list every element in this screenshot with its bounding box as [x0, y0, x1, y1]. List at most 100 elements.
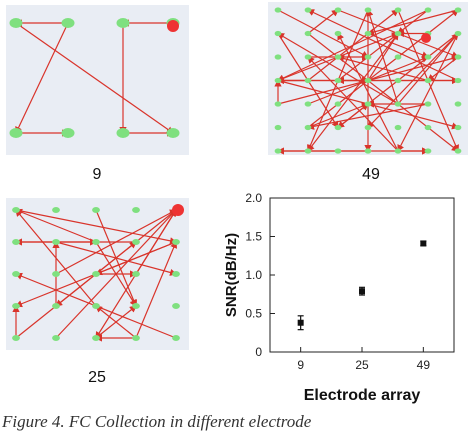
path-arrow [397, 33, 459, 153]
electrode-node [12, 303, 20, 309]
electrode-node [334, 54, 342, 60]
electrode-node [394, 124, 402, 131]
path-arrow [15, 22, 69, 135]
snr-chart-svg: 0 0.5 1.0 1.5 2.0 9 25 49 Electrode array SNR(dB/… [223, 191, 455, 404]
electrode-node [334, 30, 342, 37]
x-tick-label: 9 [297, 358, 304, 372]
electrode-node [52, 239, 60, 245]
path-arrow [15, 209, 97, 307]
electrode-node [334, 101, 342, 107]
path-arrow [15, 22, 174, 134]
electrode-node [424, 148, 432, 154]
electrode-node [116, 128, 130, 138]
path-arrow [277, 9, 370, 58]
electrode-node [12, 335, 20, 341]
electrode-node [132, 335, 140, 341]
electrode-node [454, 77, 462, 84]
electrode-node [454, 148, 462, 154]
electrode-layout-25 [12, 204, 184, 342]
electrode-node [454, 7, 462, 13]
start-marker [172, 204, 184, 216]
x-axis-label: Electrode array [304, 387, 421, 404]
plot-frame [269, 197, 455, 353]
electrode-node [12, 239, 20, 245]
electrode-node [424, 124, 432, 131]
electrode-node [364, 77, 372, 84]
path-arrow [55, 209, 178, 275]
electrode-node [9, 128, 23, 138]
electrode-node [52, 303, 60, 309]
electrode-node [92, 207, 100, 213]
electrode-node [364, 124, 372, 131]
path-arrow [307, 9, 399, 81]
electrode-node [132, 303, 140, 309]
electrode-node [394, 148, 402, 154]
electrode-node [172, 303, 180, 309]
electrode-node [9, 18, 23, 28]
electrode-node [52, 335, 60, 341]
figure-caption: Figure 4. FC Collection in different ele… [2, 412, 312, 431]
y-tick-label: 0.5 [245, 307, 262, 321]
path-arrow [307, 56, 399, 152]
electrode-node [92, 271, 100, 277]
y-tick-label: 1.0 [245, 268, 262, 282]
electrode-node [92, 335, 100, 341]
y-tick-label: 2.0 [245, 191, 262, 205]
electrode-node [172, 271, 180, 277]
panel-label-25: 25 [88, 369, 106, 386]
path-arrow [95, 305, 137, 339]
path-arrow [397, 32, 459, 105]
electrode-node [304, 54, 312, 60]
electrode-panel-49 [268, 2, 468, 155]
electrode-node [334, 7, 342, 13]
electrode-node [61, 18, 75, 28]
electrode-node [304, 30, 312, 37]
path-arrow [307, 9, 459, 128]
electrode-node [274, 148, 282, 154]
y-axis-label: SNR(dB/Hz) [223, 233, 240, 317]
electrode-node [166, 128, 180, 138]
path-arrow [55, 209, 177, 307]
electrode-layout-49 [274, 7, 462, 155]
electrode-node [12, 207, 20, 213]
path-arrow [367, 32, 399, 81]
electrode-node [132, 239, 140, 245]
electrode-node [116, 18, 130, 28]
electrode-node [364, 7, 372, 13]
electrode-node [454, 101, 462, 107]
electrode-node [274, 30, 282, 37]
path-arrow [427, 56, 459, 82]
electrode-node [52, 207, 60, 213]
electrode-node [274, 54, 282, 60]
electrode-node [304, 148, 312, 154]
electrode-node [274, 77, 282, 84]
path-arrow [14, 208, 97, 243]
electrode-node [364, 30, 372, 37]
electrode-node [132, 271, 140, 277]
data-point [297, 319, 304, 326]
electrode-node [364, 101, 372, 107]
electrode-node [334, 77, 342, 84]
data-point [359, 288, 365, 295]
electrode-node [304, 77, 312, 84]
electrode-node [274, 101, 282, 107]
electrode-node [424, 101, 432, 107]
electrode-node [394, 54, 402, 60]
electrode-node [274, 7, 282, 13]
electrode-node [334, 124, 342, 131]
electrode-node [132, 207, 140, 213]
start-marker [421, 33, 431, 43]
electrode-node [454, 30, 462, 37]
electrode-panel-25 [6, 198, 189, 350]
path-arrow [366, 9, 459, 36]
electrode-node [394, 7, 402, 13]
panel-label-49: 49 [362, 166, 380, 183]
electrode-node [424, 77, 432, 84]
electrode-node [274, 124, 282, 131]
electrode-node [334, 148, 342, 154]
electrode-node [394, 101, 402, 107]
electrode-node [172, 239, 180, 245]
electrode-layout-9 [9, 18, 180, 138]
electrode-node [61, 128, 75, 138]
path-arrow [15, 209, 178, 245]
